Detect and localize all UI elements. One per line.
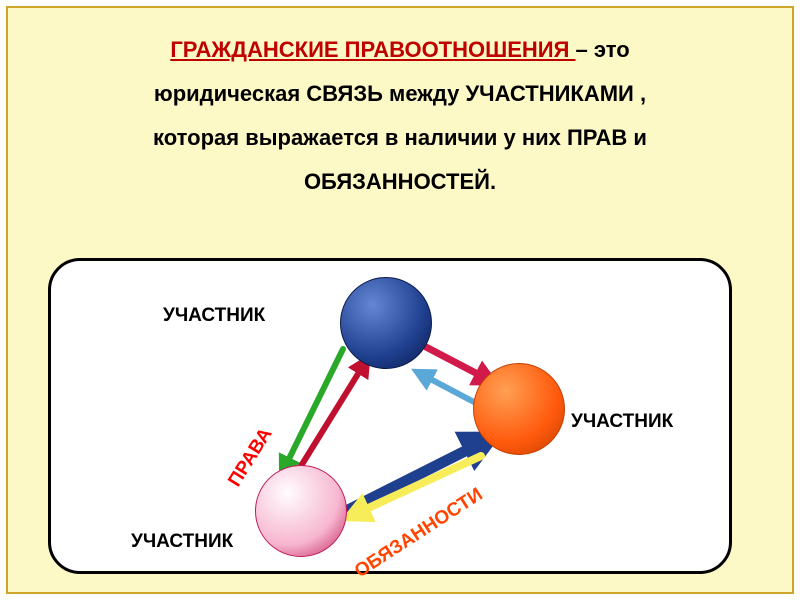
heading-def-1: – это [576,37,630,62]
heading-def-3: которая выражается в наличии у них ПРАВ … [153,125,647,150]
node-label-right: УЧАСТНИК [571,411,673,433]
heading-term: ГРАЖДАНСКИЕ ПРАВООТНОШЕНИЯ [170,37,575,62]
heading-def-4: ОБЯЗАННОСТЕЙ. [304,169,496,194]
node-label-bottom: УЧАСТНИК [131,531,233,553]
heading-def-2: юридическая СВЯЗЬ между УЧАСТНИКАМИ , [154,81,646,106]
node-label-top: УЧАСТНИК [163,305,265,327]
heading: ГРАЖДАНСКИЕ ПРАВООТНОШЕНИЯ – это юридиче… [26,28,774,204]
node-bottom [255,465,347,557]
node-top [340,277,432,369]
diagram-container: УЧАСТНИКУЧАСТНИКУЧАСТНИКПРАВАОБЯЗАННОСТИ [48,258,732,574]
node-right [473,363,565,455]
slide-frame: ГРАЖДАНСКИЕ ПРАВООТНОШЕНИЯ – это юридиче… [6,6,794,594]
arrow [426,347,491,381]
